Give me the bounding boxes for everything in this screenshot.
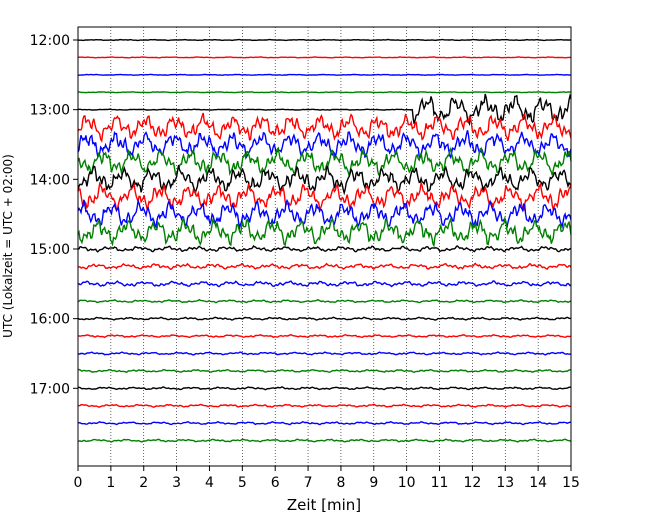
y-tick-label-16:00: 16:00 bbox=[30, 312, 70, 328]
x-tick-label-11: 11 bbox=[431, 475, 449, 491]
y-tick-label-12:00: 12:00 bbox=[30, 33, 70, 49]
trace-1345 bbox=[77, 146, 572, 177]
x-axis-label: Zeit [min] bbox=[287, 496, 361, 514]
x-tick-label-2: 2 bbox=[139, 475, 148, 491]
y-tick-label-17:00: 17:00 bbox=[30, 381, 70, 397]
trace-1400 bbox=[77, 164, 572, 196]
y-axis-ticks: 12:00 13:00 14:00 15:00 16:00 17:00 bbox=[30, 33, 78, 397]
x-tick-label-12: 12 bbox=[463, 475, 481, 491]
trace-1545 bbox=[77, 298, 572, 304]
trace-1615 bbox=[77, 333, 572, 339]
trace-1415 bbox=[77, 181, 572, 213]
trace-1245 bbox=[78, 91, 571, 94]
x-tick-label-3: 3 bbox=[172, 475, 181, 491]
trace-1515 bbox=[77, 262, 572, 271]
y-tick-label-15:00: 15:00 bbox=[30, 242, 70, 258]
grid-lines bbox=[110, 27, 539, 466]
x-tick-label-13: 13 bbox=[496, 475, 514, 491]
trace-1315 bbox=[77, 112, 572, 143]
trace-1300 bbox=[77, 93, 572, 127]
x-tick-label-4: 4 bbox=[205, 475, 214, 491]
y-axis-label: UTC (Lokalzeit = UTC + 02:00) bbox=[1, 154, 15, 338]
x-tick-label-15: 15 bbox=[562, 475, 580, 491]
trace-1430 bbox=[77, 198, 572, 230]
trace-1730 bbox=[77, 420, 572, 426]
trace-1745 bbox=[77, 438, 572, 443]
x-tick-label-14: 14 bbox=[529, 475, 547, 491]
trace-1230 bbox=[77, 73, 572, 77]
trace-1645 bbox=[77, 368, 572, 374]
trace-1215 bbox=[77, 56, 572, 59]
trace-1700 bbox=[77, 386, 572, 391]
x-tick-label-5: 5 bbox=[238, 475, 247, 491]
trace-1530 bbox=[77, 280, 572, 288]
x-tick-label-10: 10 bbox=[398, 475, 416, 491]
traces bbox=[77, 38, 572, 443]
x-tick-label-9: 9 bbox=[369, 475, 378, 491]
trace-1330 bbox=[77, 130, 572, 160]
x-axis-ticks: 0 1 2 3 4 5 6 7 8 9 10 11 12 13 14 15 bbox=[74, 466, 580, 491]
trace-1200 bbox=[77, 38, 571, 42]
x-tick-label-0: 0 bbox=[74, 475, 83, 491]
y-tick-label-13:00: 13:00 bbox=[30, 103, 70, 119]
trace-1600 bbox=[77, 316, 572, 321]
y-tick-label-14:00: 14:00 bbox=[30, 172, 70, 188]
trace-1445 bbox=[77, 215, 572, 248]
trace-1630 bbox=[78, 351, 572, 356]
x-tick-label-1: 1 bbox=[106, 475, 115, 491]
plot-frame bbox=[77, 26, 572, 467]
trace-1715 bbox=[77, 403, 572, 408]
x-tick-label-7: 7 bbox=[304, 475, 313, 491]
x-tick-label-8: 8 bbox=[336, 475, 345, 491]
trace-1500 bbox=[77, 244, 572, 253]
x-tick-label-6: 6 bbox=[271, 475, 280, 491]
